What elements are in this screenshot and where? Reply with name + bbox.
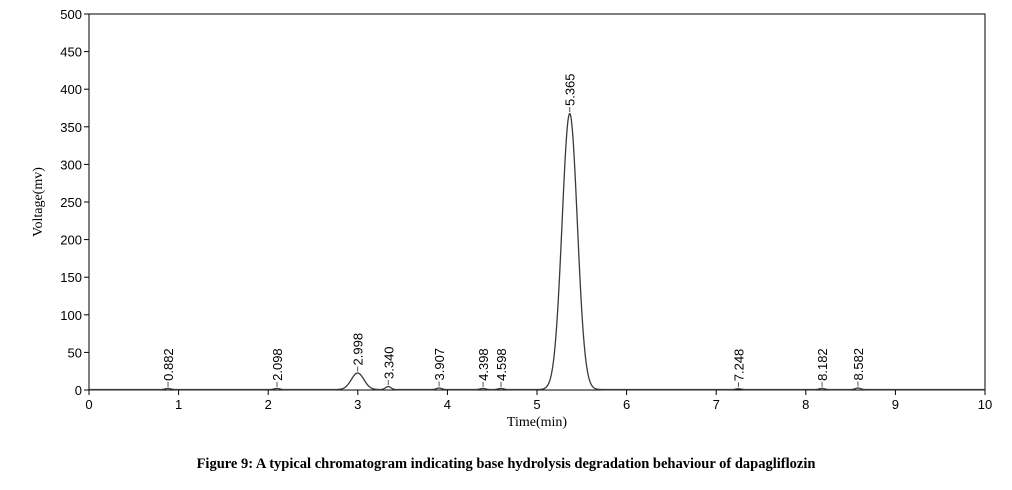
peak-label: 2.998 [351, 333, 366, 366]
peak-label: 4.398 [476, 348, 491, 381]
peak-label: 8.182 [815, 348, 830, 381]
peak-labels: 0.882 2.098 2.998 3.340 3.907 4.398 4.598 5.365… [161, 73, 866, 388]
chromatogram-chart: 0 1 2 3 4 5 6 7 8 9 10 0 50 100 150 200 250 300 350 400 450… [31, 7, 992, 430]
peak-label: 8.582 [851, 348, 866, 381]
peak-label: 5.365 [563, 73, 578, 106]
peak-label: 7.248 [731, 349, 746, 382]
x-tick-label: 3 [354, 397, 361, 412]
x-tick-label: 10 [978, 397, 992, 412]
x-tick-label: 7 [713, 397, 720, 412]
y-axis-title: Voltage(mv) [31, 167, 46, 237]
y-tick-label: 200 [60, 233, 82, 248]
y-tick-label: 100 [60, 308, 82, 323]
x-tick-label: 4 [444, 397, 451, 412]
chromatogram-trace [89, 112, 985, 391]
figure-caption: Figure 9: A typical chromatogram indicat… [196, 456, 816, 472]
x-tick-label: 1 [175, 397, 182, 412]
x-tick-label: 6 [623, 397, 630, 412]
y-tick-label: 150 [60, 270, 82, 285]
peak-label: 4.598 [494, 348, 509, 381]
plot-frame [88, 13, 986, 391]
peak-label: 3.907 [432, 348, 447, 381]
x-tick-label: 5 [533, 397, 540, 412]
y-tick-label: 500 [60, 7, 82, 22]
x-tick-label: 9 [892, 397, 899, 412]
x-tick-label: 8 [802, 397, 809, 412]
y-tick-label: 300 [60, 157, 82, 172]
y-tick-label: 0 [75, 383, 82, 398]
y-axis: 0 50 100 150 200 250 300 350 400 450 500 [60, 7, 89, 398]
y-tick-label: 50 [68, 345, 82, 360]
y-tick-label: 250 [60, 195, 82, 210]
peak-label: 0.882 [161, 348, 176, 381]
y-tick-label: 350 [60, 120, 82, 135]
x-axis-title: Time(min) [507, 415, 567, 430]
x-tick-label: 0 [85, 397, 92, 412]
x-axis: 0 1 2 3 4 5 6 7 8 9 10 [85, 390, 992, 412]
peak-label: 2.098 [270, 348, 285, 381]
peak-label: 3.340 [381, 346, 396, 379]
y-tick-label: 400 [60, 82, 82, 97]
y-tick-label: 450 [60, 45, 82, 60]
x-tick-label: 2 [265, 397, 272, 412]
